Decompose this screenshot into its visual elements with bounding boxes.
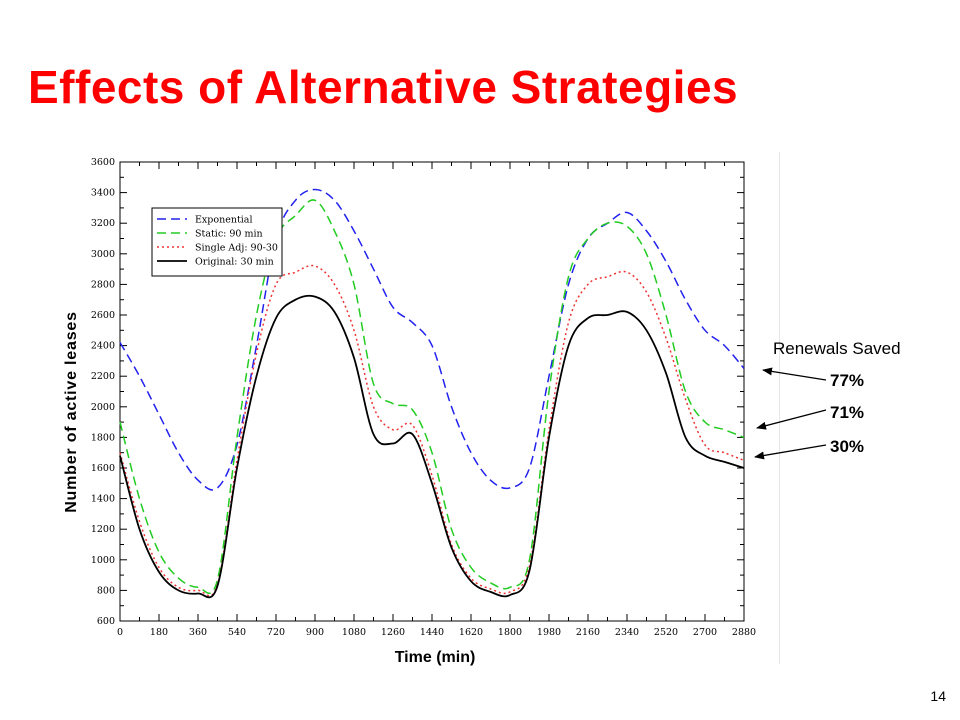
legend-label: Original: 30 min [195,257,274,268]
y-tick-label: 3600 [91,157,115,168]
page-number: 14 [930,688,946,704]
series-line-2 [119,264,745,597]
series-line-0 [119,188,745,491]
legend-label: Single Adj: 90-30 [195,243,278,254]
y-tick-label: 2000 [91,402,115,413]
renewals-saved-exponential: 77% [830,371,865,390]
y-tick-label: 1200 [91,524,115,535]
x-tick-label: 180 [150,627,168,638]
y-tick-label: 1800 [91,432,115,443]
y-tick-label: 600 [97,616,115,627]
x-tick-label: 2340 [615,627,639,638]
annotation-arrow-1 [756,409,827,430]
x-tick-label: 360 [189,627,207,638]
axis-ticks [119,161,745,622]
y-axis-label: Number of active leases [63,311,80,513]
x-tick-label: 0 [117,627,123,638]
series-lines [119,188,745,599]
axis-tick-labels: 0 180 360 540 720 900 1080 1260 1440 1620 1800 1980… [91,157,756,638]
y-tick-label: 3400 [91,188,115,199]
y-tick-label: 3000 [91,249,115,260]
legend: Exponential Static: 90 min Single Adj: 90-… [151,207,283,277]
y-tick-label: 1600 [91,463,115,474]
x-tick-label: 2160 [576,627,600,638]
x-tick-label: 2700 [693,627,717,638]
x-tick-label: 1440 [420,627,444,638]
y-tick-label: 1000 [91,555,115,566]
legend-label: Static: 90 min [195,229,263,240]
series-line-3 [119,294,745,599]
series-line-1 [119,199,745,594]
y-tick-label: 2200 [91,371,115,382]
x-tick-label: 1800 [498,627,522,638]
y-tick-label: 2400 [91,341,115,352]
x-tick-label: 900 [306,627,324,638]
x-tick-label: 1260 [381,627,405,638]
y-tick-label: 1400 [91,494,115,505]
y-tick-label: 800 [97,585,115,596]
y-tick-label: 3200 [91,218,115,229]
annotation-arrows [754,367,827,460]
slide-divider [779,152,780,664]
renewals-saved-title: Renewals Saved [773,339,901,358]
annotation-arrow-2 [754,444,827,460]
x-tick-label: 540 [228,627,246,638]
y-tick-label: 2600 [91,310,115,321]
x-tick-label: 2520 [654,627,678,638]
slide-title: Effects of Alternative Strategies [28,61,739,113]
x-tick-label: 2880 [732,627,756,638]
x-tick-label: 1080 [342,627,366,638]
x-tick-label: 720 [267,627,285,638]
y-tick-label: 2800 [91,279,115,290]
x-tick-label: 1620 [459,627,483,638]
annotation-arrow-0 [762,367,827,381]
renewals-saved-static: 71% [830,403,865,422]
x-axis-label: Time (min) [394,649,476,666]
legend-label: Exponential [195,215,253,226]
renewals-saved-single-adj: 30% [830,437,865,456]
x-tick-label: 1980 [537,627,561,638]
